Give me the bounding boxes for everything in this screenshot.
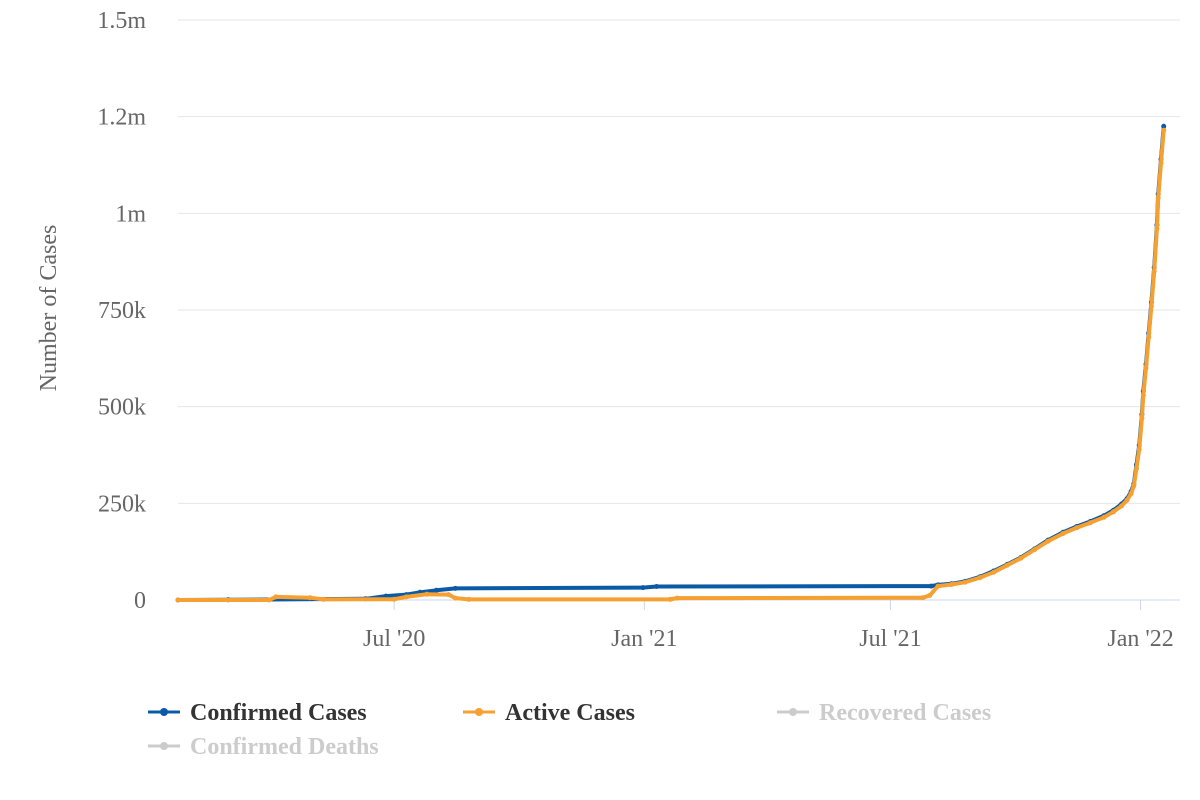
data-point xyxy=(654,584,660,589)
data-point xyxy=(452,595,458,601)
data-point xyxy=(1161,123,1167,129)
data-point xyxy=(1134,466,1139,471)
data-point xyxy=(927,592,933,598)
data-point xyxy=(991,569,997,575)
data-point xyxy=(1148,303,1154,309)
data-point xyxy=(640,585,646,591)
y-tick-label: 1.5m xyxy=(97,8,146,34)
data-point xyxy=(928,583,934,589)
data-point xyxy=(1154,226,1160,232)
x-tick-label: Jan '22 xyxy=(1107,626,1173,652)
data-point xyxy=(1143,365,1149,371)
data-point xyxy=(1136,446,1142,452)
data-point xyxy=(403,594,409,600)
data-point xyxy=(452,585,458,591)
legend-marker-icon xyxy=(475,708,483,716)
y-axis-title: Number of Cases xyxy=(36,225,62,392)
data-point xyxy=(1128,491,1134,497)
y-gridlines xyxy=(178,19,1180,504)
data-point xyxy=(1158,160,1164,166)
data-point xyxy=(1110,509,1116,515)
data-point xyxy=(175,597,181,603)
y-tick-label: 1.2m xyxy=(97,105,146,131)
legend-item-recovered-cases[interactable]: Recovered Cases xyxy=(777,700,991,726)
legend-label: Active Cases xyxy=(505,700,635,726)
series-lines xyxy=(175,123,1167,603)
data-point xyxy=(433,587,439,593)
legend-label: Recovered Cases xyxy=(819,700,991,726)
x-axis-ticks: Jul '20 Jan '21 Jul '21 Jan '22 xyxy=(363,600,1174,652)
series-confirmed-cases xyxy=(175,123,1167,603)
y-tick-label: 250k xyxy=(98,491,146,517)
series-line xyxy=(178,130,1166,602)
legend-marker-icon xyxy=(160,742,168,750)
series-line xyxy=(177,126,1166,602)
legend: Confirmed Cases Active Cases Recovered Cas… xyxy=(148,700,991,760)
data-point xyxy=(1139,415,1145,421)
data-point xyxy=(962,579,968,585)
data-point xyxy=(321,596,326,602)
data-point xyxy=(273,594,279,600)
data-point xyxy=(466,596,472,602)
y-tick-label: 500k xyxy=(98,395,146,421)
legend-marker-icon xyxy=(160,708,168,716)
data-point xyxy=(307,595,313,601)
legend-item-active-cases[interactable]: Active Cases xyxy=(463,700,635,726)
x-tick-label: Jul '21 xyxy=(859,626,921,652)
data-point xyxy=(977,575,983,581)
data-point xyxy=(1074,525,1080,531)
data-point xyxy=(1131,483,1137,489)
data-point xyxy=(674,595,680,601)
data-point xyxy=(1087,520,1093,526)
y-tick-label: 1m xyxy=(115,201,146,227)
data-point xyxy=(446,592,452,598)
y-tick-label: 0 xyxy=(134,588,146,614)
data-point xyxy=(920,595,926,601)
legend-item-confirmed-deaths[interactable]: Confirmed Deaths xyxy=(148,734,379,760)
data-point xyxy=(667,596,673,602)
data-point xyxy=(1119,503,1124,509)
data-point xyxy=(1060,531,1066,536)
data-point xyxy=(424,591,430,597)
data-point xyxy=(1045,538,1051,544)
y-tick-label: 750k xyxy=(98,298,146,324)
data-point xyxy=(1146,334,1152,340)
legend-marker-icon xyxy=(789,708,797,716)
data-point xyxy=(1018,555,1024,561)
data-point xyxy=(1124,497,1130,503)
data-point xyxy=(949,582,955,587)
data-point xyxy=(1101,514,1107,520)
y-axis-tick-labels: 0 250k 500k 750k 1m 1.2m 1.5m xyxy=(97,8,146,614)
data-point xyxy=(1032,547,1037,553)
data-point xyxy=(1004,562,1010,568)
data-point xyxy=(1161,127,1167,133)
x-tick-label: Jan '21 xyxy=(611,626,677,652)
legend-item-confirmed-cases[interactable]: Confirmed Cases xyxy=(148,700,367,726)
x-tick-label: Jul '20 xyxy=(363,626,425,652)
legend-label: Confirmed Cases xyxy=(190,700,367,726)
data-point xyxy=(935,583,941,589)
series-active-cases xyxy=(175,127,1167,603)
data-point xyxy=(1155,195,1161,201)
data-point xyxy=(266,597,272,603)
data-point xyxy=(1151,268,1157,274)
legend-label: Confirmed Deaths xyxy=(190,734,379,760)
data-point xyxy=(391,596,397,602)
data-point xyxy=(1140,392,1146,398)
